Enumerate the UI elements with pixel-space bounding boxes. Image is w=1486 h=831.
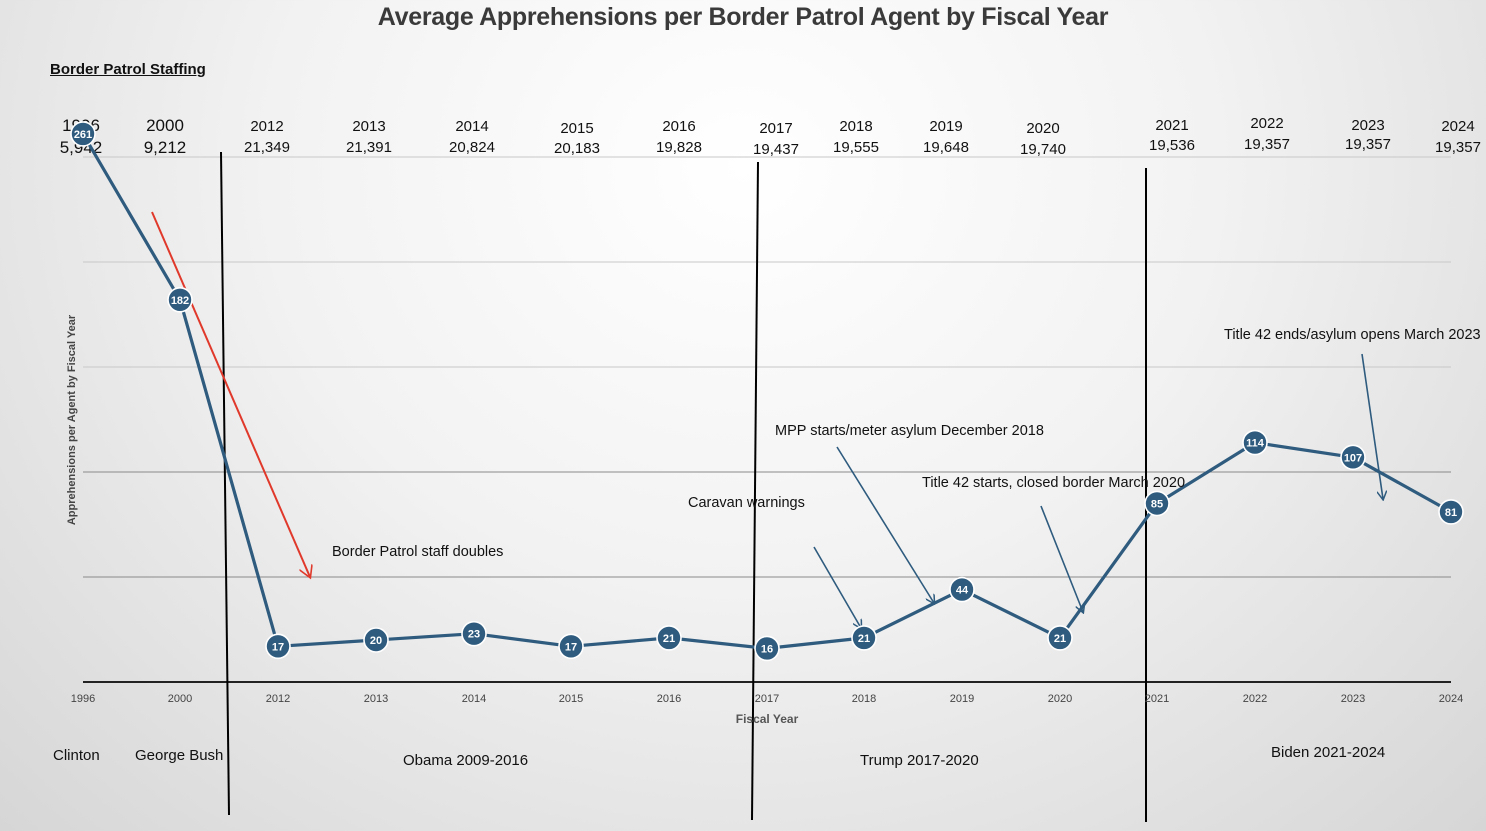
staffing-count: 20,183 bbox=[554, 140, 600, 157]
data-point bbox=[70, 121, 96, 147]
data-label: 21 bbox=[858, 633, 870, 645]
x-tick-label: 2023 bbox=[1341, 693, 1365, 705]
data-label: 261 bbox=[74, 129, 92, 141]
data-point bbox=[656, 625, 682, 651]
data-label: 21 bbox=[663, 633, 675, 645]
data-label: 16 bbox=[761, 643, 773, 655]
staffing-heading: Border Patrol Staffing bbox=[50, 61, 206, 78]
x-tick-label: 2024 bbox=[1439, 693, 1463, 705]
data-point bbox=[754, 635, 780, 662]
annotation-caravan: Caravan warnings bbox=[688, 495, 805, 511]
staffing-count: 21,391 bbox=[346, 139, 392, 156]
staffing-year: 2000 bbox=[146, 116, 184, 135]
x-tick-label: 2015 bbox=[559, 693, 583, 705]
x-tick-label: 2012 bbox=[266, 693, 290, 705]
x-tick-label: 2000 bbox=[168, 693, 192, 705]
x-tick-label: 1996 bbox=[71, 693, 95, 705]
data-point bbox=[851, 625, 877, 651]
annotation-title42-end: Title 42 ends/asylum opens March 2023 bbox=[1224, 327, 1481, 343]
staffing-count: 9,212 bbox=[143, 138, 187, 157]
era-label-clinton: Clinton bbox=[53, 747, 100, 764]
arrow-title42-start bbox=[1040, 505, 1083, 612]
data-point bbox=[1438, 499, 1464, 525]
data-label: 23 bbox=[468, 629, 480, 641]
arrow-title42-end bbox=[1361, 353, 1383, 499]
data-point bbox=[1242, 429, 1268, 456]
data-point bbox=[1144, 490, 1170, 517]
data-label: 85 bbox=[1151, 499, 1163, 511]
data-point bbox=[1047, 625, 1073, 651]
x-tick-label: 2017 bbox=[755, 693, 779, 705]
data-label: 21 bbox=[1054, 633, 1066, 645]
staffing-year: 2013 bbox=[352, 118, 386, 135]
x-tick-label: 2019 bbox=[950, 693, 974, 705]
x-tick-label: 2014 bbox=[462, 693, 486, 705]
chart-title: Average Apprehensions per Border Patrol … bbox=[377, 3, 1109, 31]
era-label-trump: Trump 2017-2020 bbox=[860, 752, 979, 769]
x-tick-label: 2021 bbox=[1145, 693, 1169, 705]
annotation-title42-start: Title 42 starts, closed border March 202… bbox=[922, 475, 1186, 491]
era-label-bush: George Bush bbox=[135, 747, 224, 764]
staffing-count: 19,357 bbox=[1244, 136, 1290, 153]
staffing-year: 2016 bbox=[662, 118, 696, 135]
data-label: 182 bbox=[171, 295, 189, 307]
data-point bbox=[363, 627, 389, 653]
data-label: 81 bbox=[1445, 507, 1457, 519]
x-tick-label: 2013 bbox=[364, 693, 388, 705]
staffing-count: 19,536 bbox=[1149, 137, 1195, 154]
x-tick-label: 2018 bbox=[852, 693, 876, 705]
staffing-year: 2024 bbox=[1441, 118, 1475, 135]
era-divider-trump bbox=[751, 161, 759, 821]
staffing-year: 2017 bbox=[759, 120, 793, 137]
staffing-year: 2015 bbox=[560, 120, 594, 137]
data-label: 44 bbox=[956, 585, 969, 597]
staffing-year: 2014 bbox=[455, 118, 489, 135]
staffing-count: 20,824 bbox=[449, 139, 495, 156]
x-tick-label: 2020 bbox=[1048, 693, 1072, 705]
data-point bbox=[1340, 444, 1366, 471]
staffing-year: 2023 bbox=[1351, 117, 1385, 134]
arrow-mpp bbox=[836, 446, 934, 603]
era-label-obama: Obama 2009-2016 bbox=[403, 752, 529, 769]
x-axis-label: Fiscal Year bbox=[735, 712, 799, 726]
series-line bbox=[81, 133, 1452, 651]
staffing-year: 2019 bbox=[929, 118, 963, 135]
staffing-count: 19,828 bbox=[656, 139, 702, 156]
data-label: 20 bbox=[370, 635, 382, 647]
red-arrow bbox=[151, 211, 310, 577]
staffing-count: 19,740 bbox=[1020, 141, 1066, 158]
staffing-year: 2021 bbox=[1155, 117, 1189, 134]
staffing-year: 2018 bbox=[839, 118, 873, 135]
data-label: 107 bbox=[1344, 452, 1362, 464]
staffing-count: 21,349 bbox=[244, 139, 290, 156]
era-divider-obama bbox=[220, 151, 230, 816]
annotation-mpp: MPP starts/meter asylum December 2018 bbox=[775, 423, 1044, 439]
staffing-count: 19,357 bbox=[1435, 139, 1481, 156]
staffing-count: 19,555 bbox=[833, 139, 879, 156]
x-tick-label: 2016 bbox=[657, 693, 681, 705]
data-point bbox=[461, 620, 487, 647]
staffing-count: 19,437 bbox=[753, 141, 799, 158]
x-tick-label: 2022 bbox=[1243, 693, 1267, 705]
staffing-count: 19,357 bbox=[1345, 136, 1391, 153]
data-label: 114 bbox=[1246, 438, 1265, 450]
era-label-biden: Biden 2021-2024 bbox=[1271, 744, 1386, 761]
arrow-caravan bbox=[813, 546, 861, 628]
data-point bbox=[949, 576, 975, 603]
data-point bbox=[265, 633, 291, 660]
staffing-year: 2022 bbox=[1250, 115, 1284, 132]
data-point bbox=[558, 633, 584, 660]
data-label: 17 bbox=[272, 641, 284, 653]
data-point bbox=[167, 286, 193, 313]
annotation-staff-doubles: Border Patrol staff doubles bbox=[332, 544, 504, 560]
staffing-year: 2020 bbox=[1026, 120, 1060, 137]
data-label: 17 bbox=[565, 641, 577, 653]
staffing-year: 2012 bbox=[250, 118, 284, 135]
staffing-count: 19,648 bbox=[923, 139, 969, 156]
